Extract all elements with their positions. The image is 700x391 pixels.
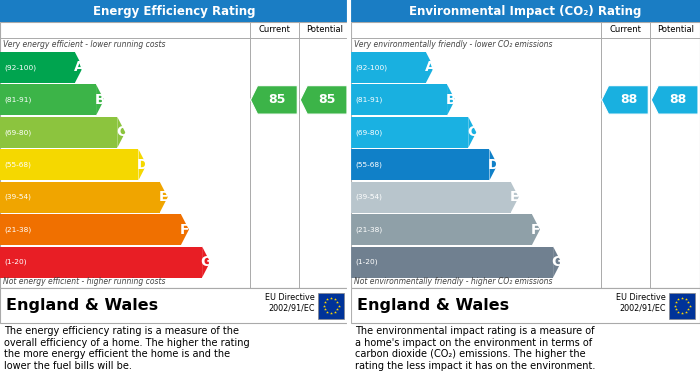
- Text: G: G: [552, 255, 563, 269]
- Text: (1-20): (1-20): [355, 259, 377, 265]
- Polygon shape: [601, 86, 648, 114]
- Polygon shape: [139, 149, 146, 180]
- Text: Energy Efficiency Rating: Energy Efficiency Rating: [93, 5, 256, 18]
- Bar: [351, 22, 700, 288]
- Bar: [351, 117, 468, 148]
- Text: Very environmentally friendly - lower CO₂ emissions: Very environmentally friendly - lower CO…: [354, 40, 552, 49]
- Polygon shape: [300, 86, 347, 114]
- Text: EU Directive
2002/91/EC: EU Directive 2002/91/EC: [265, 293, 315, 312]
- Polygon shape: [160, 182, 168, 213]
- Text: (39-54): (39-54): [4, 194, 31, 201]
- Text: (69-80): (69-80): [355, 129, 382, 136]
- Polygon shape: [251, 86, 298, 114]
- Text: (1-20): (1-20): [4, 259, 27, 265]
- Text: Current: Current: [610, 25, 641, 34]
- Text: EU Directive
2002/91/EC: EU Directive 2002/91/EC: [616, 293, 666, 312]
- Text: (21-38): (21-38): [355, 226, 382, 233]
- Text: Not environmentally friendly - higher CO₂ emissions: Not environmentally friendly - higher CO…: [354, 277, 552, 286]
- Polygon shape: [447, 84, 455, 115]
- Polygon shape: [96, 84, 104, 115]
- Polygon shape: [426, 52, 434, 83]
- Bar: [351, 247, 553, 278]
- Text: F: F: [531, 222, 540, 237]
- Bar: [0, 149, 139, 180]
- Text: (21-38): (21-38): [4, 226, 32, 233]
- Text: G: G: [200, 255, 212, 269]
- Text: D: D: [488, 158, 499, 172]
- Text: The energy efficiency rating is a measure of the
overall efficiency of a home. T: The energy efficiency rating is a measur…: [4, 326, 250, 371]
- Polygon shape: [532, 214, 540, 245]
- Text: D: D: [136, 158, 148, 172]
- Text: A: A: [424, 61, 435, 74]
- Polygon shape: [468, 117, 476, 148]
- Text: C: C: [116, 126, 127, 139]
- Polygon shape: [118, 117, 125, 148]
- Polygon shape: [202, 247, 210, 278]
- Bar: [0, 22, 349, 288]
- Polygon shape: [511, 182, 519, 213]
- Text: Not energy efficient - higher running costs: Not energy efficient - higher running co…: [3, 277, 165, 286]
- Text: 85: 85: [269, 93, 286, 106]
- Bar: [669, 292, 695, 319]
- Text: (55-68): (55-68): [355, 161, 382, 168]
- Bar: [0, 288, 349, 323]
- Bar: [351, 149, 489, 180]
- Text: (39-54): (39-54): [355, 194, 382, 201]
- Bar: [351, 288, 700, 323]
- Polygon shape: [75, 52, 83, 83]
- Text: Current: Current: [258, 25, 290, 34]
- Bar: [351, 52, 426, 83]
- Text: England & Wales: England & Wales: [357, 298, 509, 313]
- Text: Potential: Potential: [306, 25, 342, 34]
- Text: 88: 88: [620, 93, 637, 106]
- Text: C: C: [467, 126, 477, 139]
- Text: (92-100): (92-100): [355, 64, 387, 71]
- Text: E: E: [510, 190, 519, 204]
- Bar: [0, 182, 160, 213]
- Bar: [351, 0, 700, 22]
- Bar: [0, 52, 75, 83]
- Text: B: B: [446, 93, 456, 107]
- Polygon shape: [181, 214, 189, 245]
- Bar: [351, 214, 532, 245]
- Text: A: A: [74, 61, 84, 74]
- Text: B: B: [94, 93, 106, 107]
- Polygon shape: [651, 86, 698, 114]
- Text: 85: 85: [318, 93, 336, 106]
- Text: The environmental impact rating is a measure of
a home's impact on the environme: The environmental impact rating is a mea…: [355, 326, 596, 371]
- Bar: [318, 292, 344, 319]
- Text: (92-100): (92-100): [4, 64, 36, 71]
- Text: Environmental Impact (CO₂) Rating: Environmental Impact (CO₂) Rating: [410, 5, 642, 18]
- Polygon shape: [553, 247, 561, 278]
- Bar: [351, 182, 511, 213]
- Bar: [0, 84, 96, 115]
- Text: (81-91): (81-91): [355, 97, 382, 103]
- Text: 88: 88: [669, 93, 687, 106]
- Bar: [0, 117, 118, 148]
- Text: Very energy efficient - lower running costs: Very energy efficient - lower running co…: [3, 40, 165, 49]
- Bar: [0, 214, 181, 245]
- Text: England & Wales: England & Wales: [6, 298, 158, 313]
- Text: (55-68): (55-68): [4, 161, 31, 168]
- Bar: [0, 0, 349, 22]
- Text: F: F: [180, 222, 190, 237]
- Bar: [351, 84, 447, 115]
- Bar: [0, 247, 202, 278]
- Text: (81-91): (81-91): [4, 97, 32, 103]
- Text: Potential: Potential: [657, 25, 694, 34]
- Text: (69-80): (69-80): [4, 129, 32, 136]
- Text: E: E: [159, 190, 169, 204]
- Polygon shape: [489, 149, 498, 180]
